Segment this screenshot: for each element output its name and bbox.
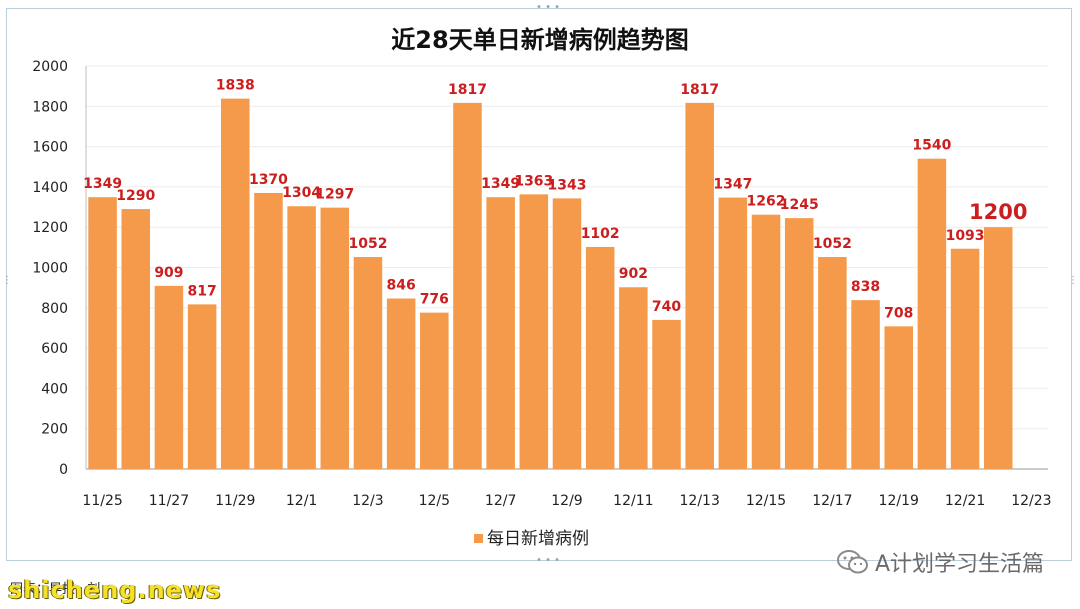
bar xyxy=(254,192,283,469)
resize-handle-left[interactable]: ⋮ xyxy=(2,275,12,286)
bar-value-label: 817 xyxy=(187,283,216,299)
x-tick-label: 12/19 xyxy=(879,493,919,509)
bar xyxy=(751,214,781,469)
bar xyxy=(818,257,847,469)
bar xyxy=(784,218,814,469)
bar-value-label: 1297 xyxy=(315,187,354,203)
x-tick-label: 12/9 xyxy=(551,493,582,509)
bar-value-label: 1817 xyxy=(448,82,487,98)
source-caption: 图表：早报 · 刘 xyxy=(10,582,101,597)
y-tick-label: 2000 xyxy=(32,59,68,75)
bar xyxy=(420,312,449,469)
resize-handle-bottom[interactable]: • • • xyxy=(536,555,561,566)
bar xyxy=(187,304,217,469)
bar xyxy=(486,197,515,469)
bar xyxy=(718,197,748,469)
bar-value-label: 1093 xyxy=(946,228,985,244)
bar-value-label: 846 xyxy=(387,278,416,294)
x-tick-label: 11/25 xyxy=(82,493,122,509)
bar-value-label: 776 xyxy=(420,292,449,308)
bar xyxy=(917,158,947,469)
x-tick-label: 12/21 xyxy=(945,493,985,509)
x-tick-label: 11/29 xyxy=(215,493,255,509)
bar xyxy=(851,300,880,469)
bar-value-label: 1262 xyxy=(747,194,786,210)
bar xyxy=(221,98,250,469)
bar xyxy=(386,298,416,469)
bar xyxy=(950,248,980,469)
bar xyxy=(287,206,316,469)
resize-handle-top[interactable]: • • • xyxy=(536,2,561,13)
bar-value-label: 1304 xyxy=(282,185,321,201)
bar xyxy=(983,227,1013,469)
bar-value-label: 902 xyxy=(619,266,648,282)
bar-value-label: 1347 xyxy=(713,177,752,193)
bar xyxy=(619,287,648,469)
bar-value-label: 708 xyxy=(884,305,913,321)
bar-value-label: 1052 xyxy=(813,236,852,252)
bar-value-label: 1200 xyxy=(969,200,1027,224)
x-tick-label: 12/3 xyxy=(352,493,383,509)
x-tick-label: 12/1 xyxy=(286,493,317,509)
y-tick-label: 200 xyxy=(41,422,68,438)
wechat-account-name: A计划学习生活篇 xyxy=(874,552,1044,577)
bar xyxy=(320,207,350,470)
bar xyxy=(884,326,913,469)
bar-value-label: 1540 xyxy=(912,138,951,154)
bar-value-label: 1370 xyxy=(249,172,288,188)
bar-value-label: 1349 xyxy=(83,176,122,192)
wechat-watermark: A计划学习生活篇 xyxy=(836,546,1044,578)
x-tick-label: 12/17 xyxy=(812,493,852,509)
chart-frame xyxy=(6,8,1072,561)
bar xyxy=(685,102,714,469)
site-watermark: shicheng.news xyxy=(8,576,222,604)
y-tick-label: 1000 xyxy=(32,261,68,277)
y-tick-label: 1400 xyxy=(32,180,68,196)
x-tick-label: 12/7 xyxy=(485,493,516,509)
resize-handle-right[interactable]: ⋮ xyxy=(1068,275,1078,286)
bar-value-label: 740 xyxy=(652,299,681,315)
y-tick-label: 1600 xyxy=(32,140,68,156)
bar-value-label: 1363 xyxy=(514,173,553,189)
bar-value-label: 1290 xyxy=(116,188,155,204)
bar xyxy=(652,319,681,469)
y-tick-label: 0 xyxy=(59,462,68,478)
y-tick-label: 600 xyxy=(41,341,68,357)
bar xyxy=(453,102,482,469)
bar-value-label: 1102 xyxy=(581,226,620,242)
y-tick-label: 400 xyxy=(41,381,68,397)
x-tick-label: 12/11 xyxy=(613,493,653,509)
y-tick-label: 1800 xyxy=(32,99,68,115)
bar-value-label: 1817 xyxy=(680,82,719,98)
x-tick-label: 12/5 xyxy=(419,493,450,509)
x-tick-label: 12/13 xyxy=(680,493,720,509)
y-tick-label: 800 xyxy=(41,301,68,317)
bar-value-label: 1349 xyxy=(481,176,520,192)
bar xyxy=(154,285,184,469)
bar xyxy=(519,194,549,469)
legend-label: 每日新增病例 xyxy=(487,529,589,549)
legend-swatch xyxy=(474,534,483,543)
bar xyxy=(121,209,151,469)
bar xyxy=(88,197,117,469)
x-tick-label: 12/15 xyxy=(746,493,786,509)
wechat-icon xyxy=(836,549,869,575)
x-tick-label: 11/27 xyxy=(149,493,189,509)
bar xyxy=(552,198,582,469)
bar xyxy=(353,257,383,469)
bar-value-label: 1343 xyxy=(548,177,587,193)
x-tick-label: 12/23 xyxy=(1011,493,1051,509)
bar-value-label: 1052 xyxy=(348,236,387,252)
y-tick-label: 1200 xyxy=(32,220,68,236)
bar-value-label: 1838 xyxy=(216,78,255,94)
bar-value-label: 1245 xyxy=(780,197,819,213)
bar-value-label: 909 xyxy=(154,265,183,281)
chart-title: 近28天单日新增病例趋势图 xyxy=(391,26,688,54)
bar xyxy=(585,246,615,469)
bar-value-label: 838 xyxy=(851,279,880,295)
